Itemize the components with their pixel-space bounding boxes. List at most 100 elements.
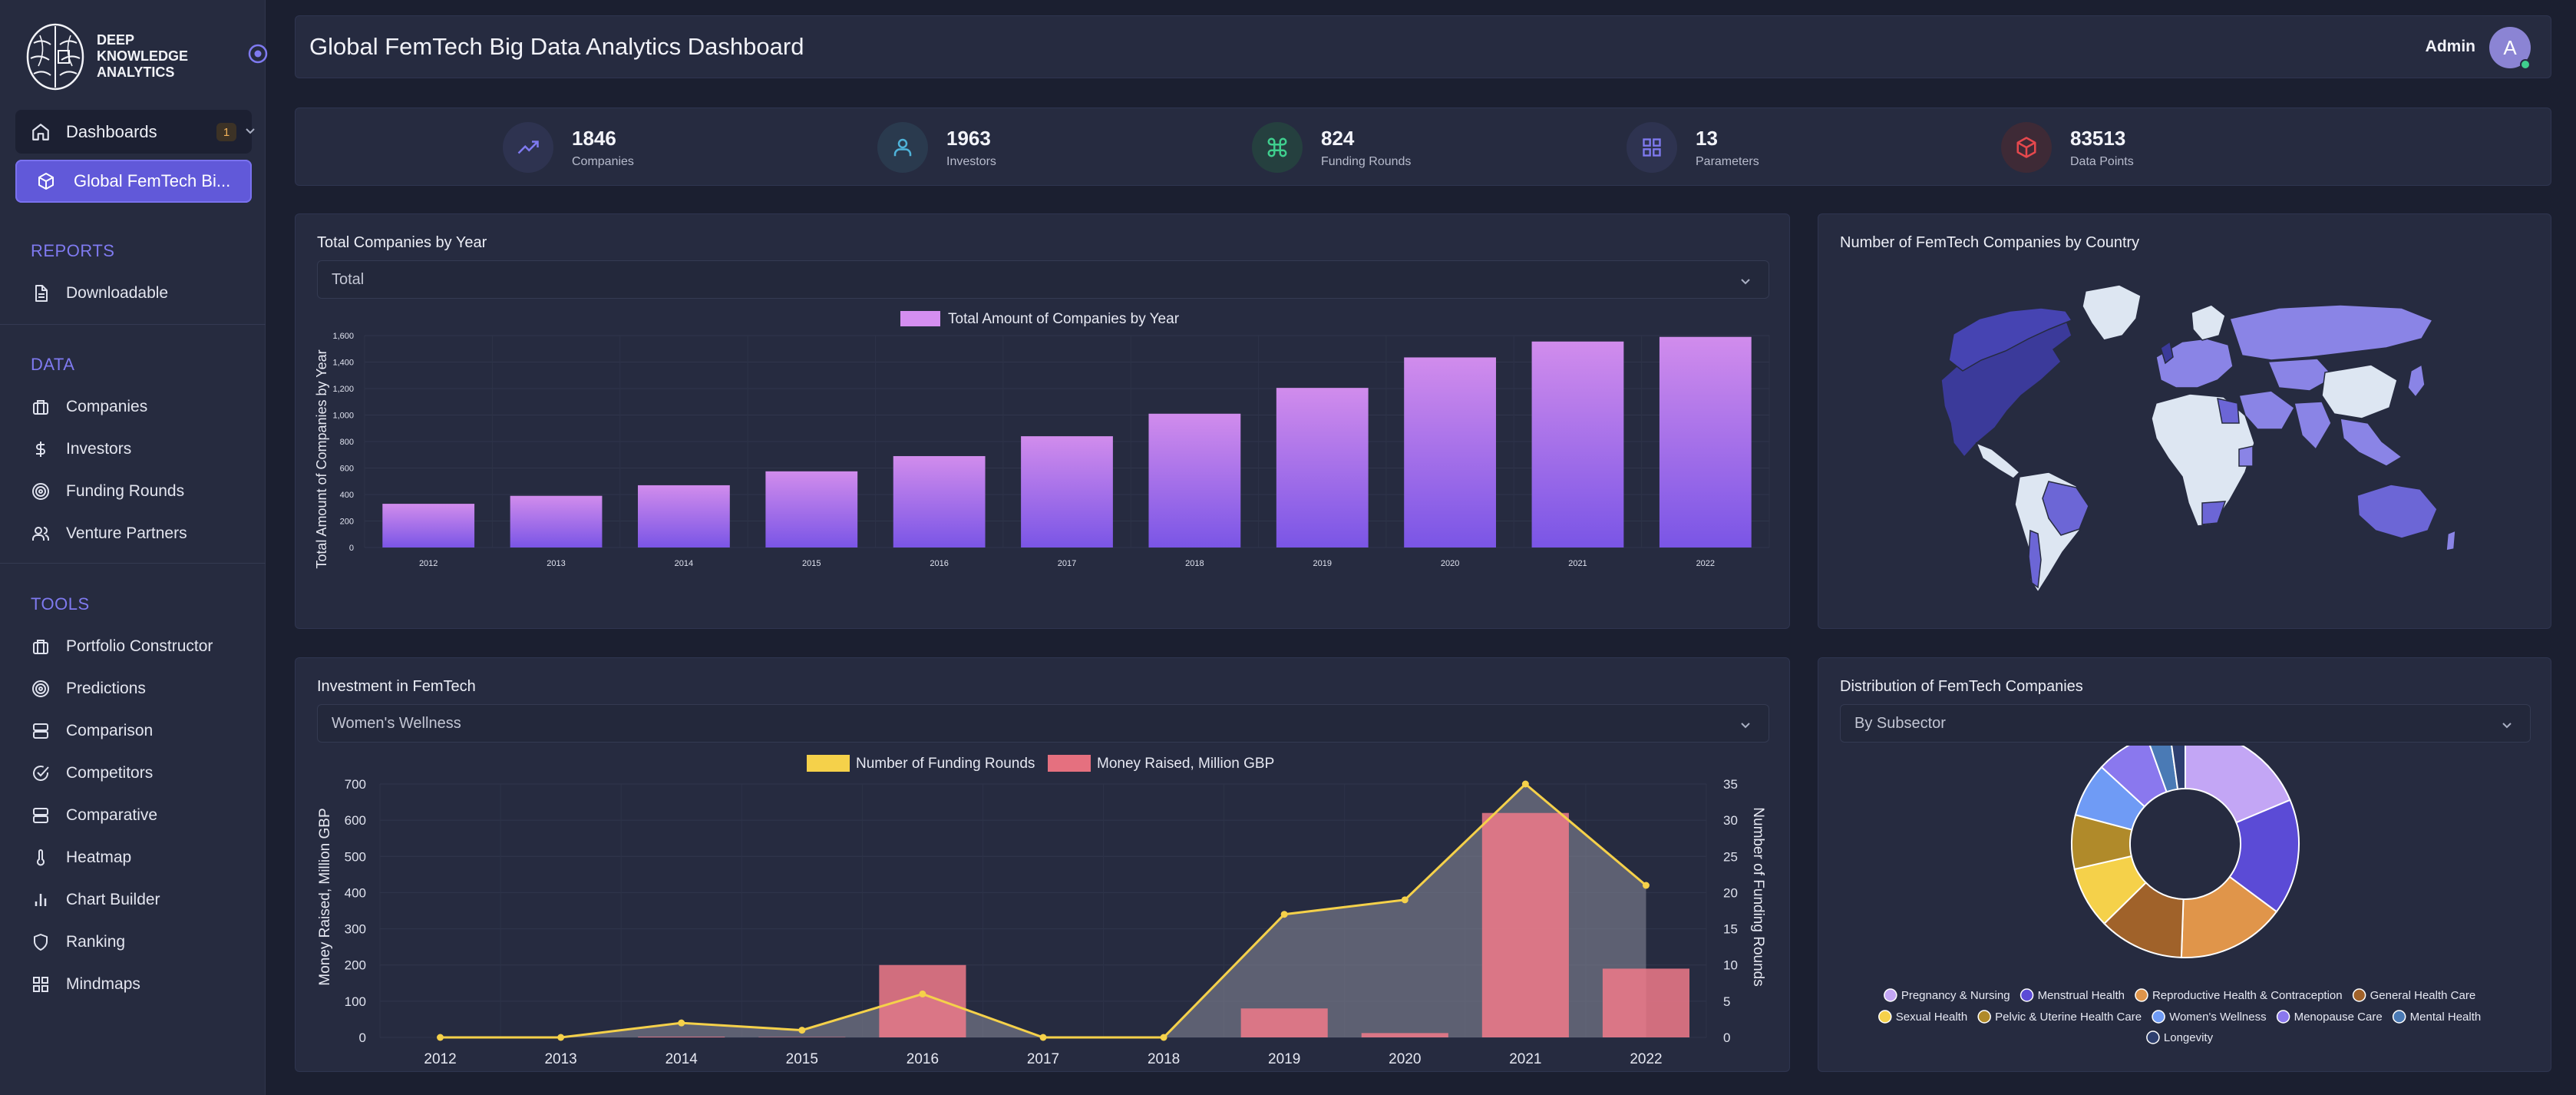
grid-icon bbox=[1627, 122, 1677, 173]
sidebar-item-label: Companies bbox=[66, 398, 148, 415]
map-region-scandinavia[interactable] bbox=[2191, 304, 2226, 341]
funding-rounds-point-2014[interactable] bbox=[678, 1019, 685, 1027]
map-region-chile[interactable] bbox=[2028, 529, 2042, 589]
map-region-uk[interactable] bbox=[2160, 340, 2174, 365]
sidebar-item-predictions[interactable]: Predictions bbox=[31, 673, 253, 704]
world-choropleth-map[interactable] bbox=[1818, 265, 2552, 618]
sidebar-item-comparative[interactable]: Comparative bbox=[31, 800, 253, 831]
bar-2014[interactable] bbox=[638, 485, 730, 548]
bar-2018[interactable] bbox=[1148, 413, 1241, 548]
legend-funding-rounds[interactable]: Number of Funding Rounds bbox=[856, 756, 1035, 772]
map-region-india[interactable] bbox=[2294, 401, 2332, 451]
funding-rounds-point-2013[interactable] bbox=[557, 1034, 565, 1041]
map-region-middle-east[interactable] bbox=[2238, 390, 2295, 430]
subsector-select[interactable]: Women's Wellness bbox=[317, 704, 1769, 743]
legend-item[interactable]: Mental Health bbox=[2410, 1011, 2482, 1024]
map-region-japan[interactable] bbox=[2407, 363, 2426, 399]
legend-item[interactable]: Sexual Health bbox=[1896, 1011, 1967, 1024]
money-raised-bar-2016[interactable] bbox=[879, 964, 966, 1037]
sidebar-item-label: Predictions bbox=[66, 680, 146, 697]
bar-2022[interactable] bbox=[1659, 336, 1752, 548]
map-region-australia[interactable] bbox=[2356, 484, 2438, 539]
legend-item[interactable]: Women's Wellness bbox=[2169, 1011, 2267, 1024]
bar-2019[interactable] bbox=[1276, 388, 1369, 548]
bar-2016[interactable] bbox=[893, 455, 986, 548]
funding-rounds-point-2015[interactable] bbox=[798, 1027, 806, 1034]
chart-legend[interactable]: Total Amount of Companies by Year bbox=[948, 311, 1180, 327]
map-region-central-america[interactable] bbox=[1975, 442, 2021, 479]
year-total-select[interactable]: Total bbox=[317, 260, 1769, 299]
funding-rounds-point-2012[interactable] bbox=[437, 1034, 444, 1041]
sidebar-item-portfolio-constructor[interactable]: Portfolio Constructor bbox=[31, 631, 253, 662]
funding-rounds-point-2017[interactable] bbox=[1039, 1034, 1047, 1041]
funding-rounds-point-2016[interactable] bbox=[919, 990, 926, 997]
money-raised-bar-2022[interactable] bbox=[1602, 968, 1690, 1037]
map-region-kenya[interactable] bbox=[2238, 445, 2254, 467]
legend-item[interactable]: General Health Care bbox=[2370, 989, 2476, 1002]
sidebar-item-funding-rounds[interactable]: Funding Rounds bbox=[31, 476, 253, 507]
slice-menopause-care[interactable] bbox=[2100, 746, 2168, 808]
map-region-central-asia[interactable] bbox=[2267, 358, 2336, 392]
slice-menstrual-health[interactable] bbox=[2228, 799, 2300, 913]
legend-item[interactable]: Pelvic & Uterine Health Care bbox=[1995, 1011, 2142, 1024]
map-region-egypt[interactable] bbox=[2217, 398, 2240, 424]
map-region-new-zealand[interactable] bbox=[2446, 529, 2456, 551]
sidebar-item-global-femtech[interactable]: Global FemTech Bi... bbox=[15, 160, 252, 203]
legend-item[interactable]: Menopause Care bbox=[2294, 1011, 2383, 1024]
funding-rounds-point-2019[interactable] bbox=[1280, 911, 1288, 918]
sidebar-item-downloadable[interactable]: Downloadable bbox=[31, 278, 253, 309]
map-region-russia[interactable] bbox=[2229, 304, 2434, 361]
sidebar-item-dashboards[interactable]: Dashboards 1 bbox=[15, 110, 255, 154]
map-region-canada[interactable] bbox=[1948, 307, 2073, 372]
x-tick-label: 2022 bbox=[1696, 559, 1715, 568]
money-raised-bar-2020[interactable] bbox=[1361, 1033, 1448, 1037]
sidebar-item-mindmaps[interactable]: Mindmaps bbox=[31, 969, 253, 1000]
sidebar-divider bbox=[0, 324, 266, 325]
funding-rounds-point-2022[interactable] bbox=[1642, 882, 1650, 889]
funding-rounds-point-2020[interactable] bbox=[1401, 896, 1409, 904]
sidebar-item-label: Mindmaps bbox=[66, 975, 140, 993]
sidebar-toggle-icon[interactable] bbox=[247, 43, 269, 65]
slice-reproductive-health-contraception[interactable] bbox=[2180, 875, 2278, 958]
bar-2012[interactable] bbox=[382, 504, 475, 548]
bar-2015[interactable] bbox=[765, 471, 858, 548]
map-region-south-africa[interactable] bbox=[2201, 501, 2227, 525]
sidebar-item-investors[interactable]: Investors bbox=[31, 434, 253, 465]
y-right-tick-label: 25 bbox=[1723, 849, 1738, 864]
slice-longevity[interactable] bbox=[2170, 746, 2186, 790]
sidebar-item-comparison[interactable]: Comparison bbox=[31, 716, 253, 746]
sidebar-item-venture-partners[interactable]: Venture Partners bbox=[31, 518, 253, 549]
map-region-southeast-asia[interactable] bbox=[2340, 418, 2403, 467]
x-tick-label: 2014 bbox=[675, 559, 693, 568]
bar-2021[interactable] bbox=[1531, 341, 1624, 548]
slice-pregnancy-nursing[interactable] bbox=[2185, 746, 2291, 824]
bar-2017[interactable] bbox=[1021, 436, 1113, 548]
grid-icon bbox=[31, 974, 51, 994]
legend-item[interactable]: Menstrual Health bbox=[2038, 989, 2125, 1002]
legend-money-raised[interactable]: Money Raised, Million GBP bbox=[1097, 756, 1274, 772]
sidebar-divider bbox=[0, 563, 266, 564]
sidebar-item-companies[interactable]: Companies bbox=[31, 392, 253, 422]
legend-item[interactable]: Pregnancy & Nursing bbox=[1901, 989, 2010, 1002]
sidebar-item-ranking[interactable]: Ranking bbox=[31, 927, 253, 958]
brand-logo[interactable]: DEEP KNOWLEDGE ANALYTICS bbox=[23, 20, 268, 94]
legend-item[interactable]: Reproductive Health & Contraception bbox=[2152, 989, 2343, 1002]
bar-2020[interactable] bbox=[1404, 357, 1496, 548]
sidebar-item-chart-builder[interactable]: Chart Builder bbox=[31, 885, 253, 915]
map-region-brazil[interactable] bbox=[2042, 481, 2089, 536]
distribution-mode-select[interactable]: By Subsector bbox=[1840, 704, 2531, 743]
x-tick-label: 2012 bbox=[424, 1051, 456, 1067]
funding-rounds-point-2018[interactable] bbox=[1160, 1034, 1167, 1041]
map-region-greenland[interactable] bbox=[2082, 284, 2142, 341]
map-region-europe[interactable] bbox=[2155, 338, 2234, 389]
sidebar-item-competitors[interactable]: Competitors bbox=[31, 758, 253, 789]
legend-item[interactable]: Longevity bbox=[2164, 1031, 2214, 1044]
money-raised-bar-2021[interactable] bbox=[1481, 812, 1569, 1037]
funding-rounds-point-2021[interactable] bbox=[1521, 780, 1529, 788]
stat-value: 13 bbox=[1696, 126, 1718, 150]
sidebar-item-heatmap[interactable]: Heatmap bbox=[31, 842, 253, 873]
user-name[interactable]: Admin bbox=[2425, 38, 2475, 55]
bar-2013[interactable] bbox=[510, 495, 603, 548]
map-region-china[interactable] bbox=[2321, 364, 2398, 419]
money-raised-bar-2019[interactable] bbox=[1240, 1008, 1328, 1037]
